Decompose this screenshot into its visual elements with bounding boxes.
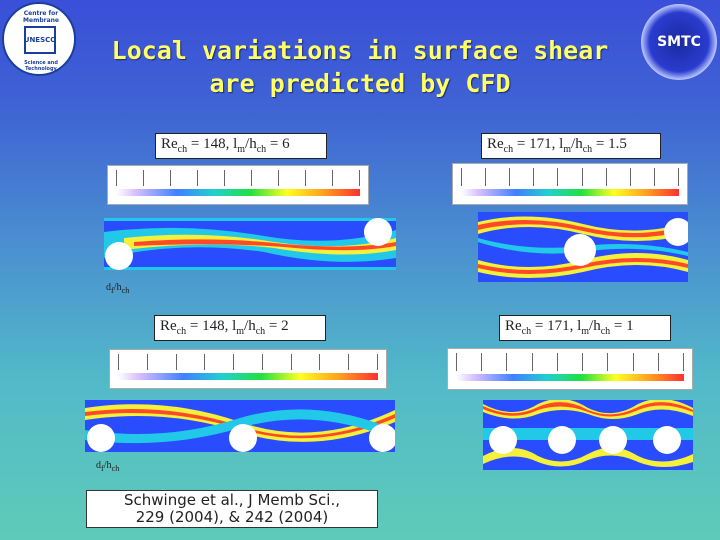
logo-arc-top: Centre for Membrane	[23, 10, 59, 24]
reference-line-2: 229 (2004), & 242 (2004)	[135, 508, 329, 526]
reference-citation: Schwinge et al., J Memb Sci., 229 (2004)…	[86, 490, 378, 528]
smtc-logo-text: SMTC	[657, 34, 701, 50]
panel-4-colour-scale	[447, 348, 693, 390]
logo-arc-bottom: Science and Technology	[24, 60, 58, 72]
centre-logo: Centre for Membrane UNESCO Science and T…	[2, 2, 76, 76]
panel-3-shear-map	[85, 400, 395, 452]
panel-1-label: Rech = 148, lm/hch = 6	[155, 133, 327, 159]
panel-1-shear-map	[104, 218, 396, 270]
panel-3-label: Rech = 148, lm/hch = 2	[154, 315, 326, 341]
smtc-logo: SMTC	[641, 4, 717, 80]
unesco-text: UNESCO	[23, 36, 57, 44]
panel-2-colour-scale	[452, 163, 688, 205]
panel-2-shear-map	[478, 212, 688, 282]
reference-line-1: Schwinge et al., J Memb Sci.,	[123, 491, 340, 509]
unesco-emblem: UNESCO	[24, 26, 56, 54]
panel-1-colour-scale	[107, 165, 369, 205]
panel-2-label: Rech = 171, lm/hch = 1.5	[481, 133, 661, 159]
title-line-1: Local variations in surface shear	[111, 36, 609, 65]
dimension-label-1: df/hch	[106, 282, 130, 295]
panel-3-colour-scale	[109, 349, 387, 389]
panel-4-shear-map	[483, 400, 693, 470]
slide-title: Local variations in surface shear are pr…	[100, 34, 620, 100]
title-line-2: are predicted by CFD	[209, 69, 511, 98]
dimension-label-2: df/hch	[96, 460, 120, 473]
panel-4-label: Rech = 171, lm/hch = 1	[499, 315, 671, 341]
